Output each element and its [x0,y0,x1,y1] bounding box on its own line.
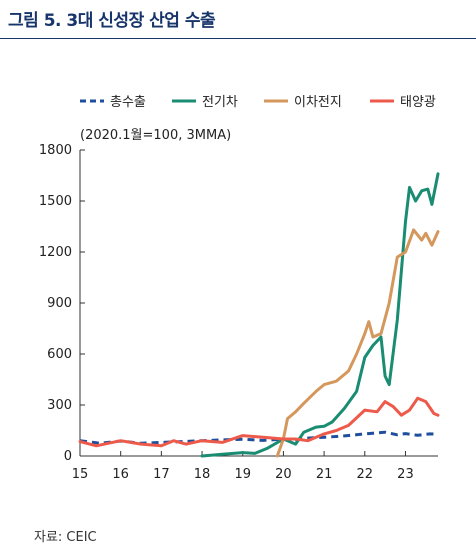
series-layer [78,172,440,458]
title-divider [0,38,476,39]
y-axis: 0 300 600 900 1200 1500 1800 [39,143,85,464]
legend-label-3: 이차전지 [294,95,342,110]
chart-legend: 총수출 전기차 이차전지 태양광 [80,95,436,110]
y-tick-label: 300 [47,398,72,413]
y-tick-label: 1800 [39,143,72,158]
legend-label-2: 전기차 [202,95,238,110]
series-line-4 [78,396,440,448]
y-tick-label: 600 [47,347,72,362]
x-tick-label: 21 [316,467,333,482]
series-line-3 [275,228,440,458]
x-axis: 15 16 17 18 19 20 21 22 23 [72,451,438,482]
legend-label-1: 총수출 [110,95,146,110]
x-tick-label: 16 [112,467,129,482]
x-tick-label: 15 [72,467,89,482]
x-tick-label: 17 [153,467,170,482]
x-tick-label: 18 [194,467,211,482]
source-note: 자료: CEIC [34,530,97,545]
y-tick-label: 1200 [39,245,72,260]
y-tick-label: 0 [64,449,72,464]
x-tick-label: 23 [397,467,414,482]
unit-note: (2020.1월=100, 3MMA) [80,128,231,143]
series-line-2 [200,172,440,458]
x-tick-label: 22 [356,467,373,482]
legend-label-4: 태양광 [400,95,436,110]
y-tick-label: 900 [47,296,72,311]
x-tick-label: 19 [234,467,251,482]
x-tick-label: 20 [275,467,292,482]
y-tick-label: 1500 [39,194,72,209]
figure-title: 그림 5. 3대 신성장 산업 수출 [8,11,216,31]
